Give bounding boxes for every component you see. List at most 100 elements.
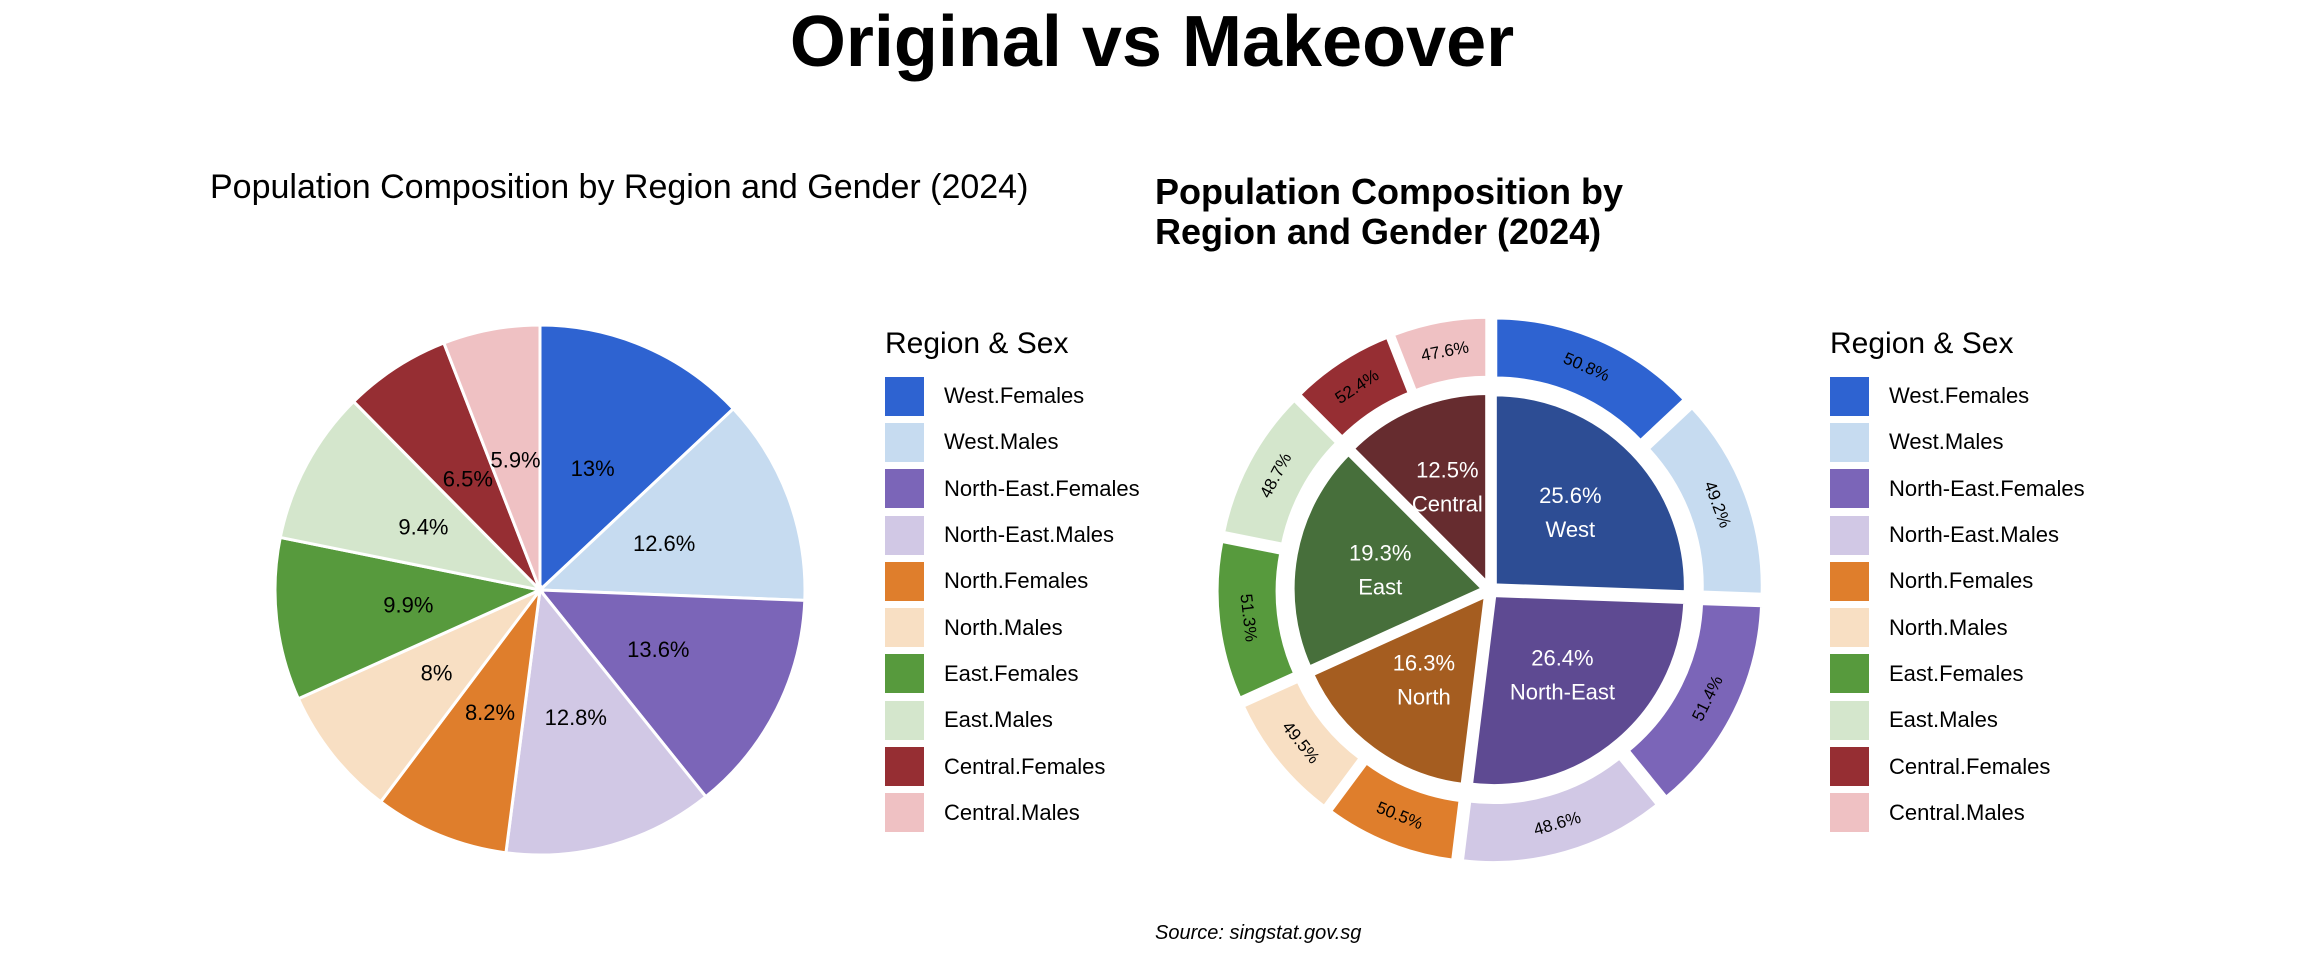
legend-item-west-males: West.Males bbox=[1830, 419, 2130, 465]
legend-swatch bbox=[1830, 515, 1869, 555]
legend-item-central-females: Central.Females bbox=[885, 743, 1185, 789]
outer-slice-west-males bbox=[1643, 402, 1766, 598]
inner-slice-west bbox=[1491, 391, 1689, 596]
legend-item-north-females: North.Females bbox=[885, 558, 1185, 604]
legend-label: North-East.Females bbox=[944, 475, 1140, 501]
legend-item-east-males: East.Males bbox=[1830, 697, 2130, 743]
legend-swatch bbox=[1830, 654, 1869, 694]
pie-slice-west-males bbox=[536, 406, 807, 602]
legend-swatch bbox=[885, 700, 924, 740]
outer-slice-north-east-females bbox=[1623, 599, 1766, 803]
pie-labels: 13% 12.6% 13.6% 12.8% 8.2% 8% 9.9% 9.4% 6.5%5.9% bbox=[383, 447, 695, 730]
makeover-chart-title-line-2: Region and Gender (2024) bbox=[1155, 211, 1602, 252]
legend-swatch bbox=[1830, 469, 1869, 509]
inner-label-percent-north-east: 26.4% bbox=[1531, 645, 1593, 670]
legend-title: Region & Sex bbox=[885, 327, 1069, 360]
legend-swatch bbox=[885, 422, 924, 462]
pie-slice-north-males bbox=[296, 588, 542, 804]
pie-label-east-males: 9.4% bbox=[398, 515, 448, 540]
pie-label-north-males: 8% bbox=[421, 660, 453, 685]
pie-slice-west-females bbox=[538, 323, 736, 594]
original-chart-title: Population Composition by Region and Gen… bbox=[210, 168, 1029, 206]
legend-item-north-males: North.Males bbox=[885, 604, 1185, 650]
legend-item-east-females: East.Females bbox=[885, 651, 1185, 697]
inner-slice-east bbox=[1289, 449, 1489, 672]
legend-label: North-East.Males bbox=[944, 522, 1114, 548]
legend-item-west-females: West.Females bbox=[885, 373, 1185, 419]
legend-label: North.Females bbox=[1889, 568, 2034, 594]
outer-slice-east-males bbox=[1219, 395, 1342, 549]
pie-slice-north-east-females bbox=[536, 588, 807, 799]
outer-slice-east-females bbox=[1213, 537, 1300, 703]
legend-item-north-east-females: North-East.Females bbox=[885, 466, 1185, 512]
inner-slice-central bbox=[1348, 389, 1491, 591]
outer-slice-west-females bbox=[1492, 314, 1690, 446]
source-note: Source: singstat.gov.sg bbox=[1155, 922, 1362, 944]
legend-swatch bbox=[1830, 747, 1869, 787]
pie-label-west-males: 12.6% bbox=[633, 531, 695, 556]
makeover-chart-title-line-1: Population Composition by bbox=[1155, 171, 1623, 212]
outer-slice-north-males bbox=[1238, 676, 1365, 812]
legend-label: Central.Females bbox=[944, 753, 1106, 779]
original-pie-chart: 13% 12.6% 13.6% 12.8% 8.2% 8% 9.9% 9.4% 6.5%5.9% bbox=[273, 323, 807, 857]
inner-label-region-north-east: North-East bbox=[1510, 679, 1615, 704]
pie-slice-east-males bbox=[278, 399, 545, 593]
original-chart-legend: Region & Sex West.Females West.Males North… bbox=[885, 327, 1185, 836]
outer-slice-north-east-males bbox=[1458, 753, 1663, 866]
legend-label: Central.Males bbox=[944, 799, 1080, 825]
makeover-chart-legend: Region & Sex West.Females West.Males North… bbox=[1830, 327, 2130, 836]
legend-item-central-males: Central.Males bbox=[1830, 790, 2130, 836]
inner-label-region-west: West bbox=[1545, 517, 1595, 542]
inner-label-percent-east: 19.3% bbox=[1349, 540, 1411, 565]
legend-item-east-males: East.Males bbox=[885, 697, 1185, 743]
pie-label-north-east-males: 12.8% bbox=[545, 705, 607, 730]
legend-swatch bbox=[885, 469, 924, 509]
legend-swatch bbox=[885, 654, 924, 694]
legend-swatch bbox=[1830, 422, 1869, 462]
legend-swatch bbox=[1830, 700, 1869, 740]
legend-item-west-males: West.Males bbox=[885, 419, 1185, 465]
pie-label-west-females: 13% bbox=[571, 456, 615, 481]
outer-gender-ring bbox=[1213, 313, 1766, 866]
inner-label-percent-west: 25.6% bbox=[1539, 483, 1601, 508]
legend-label: North.Males bbox=[1889, 614, 2008, 640]
inner-slice-north bbox=[1308, 590, 1490, 789]
legend-item-north-east-males: North-East.Males bbox=[1830, 512, 2130, 558]
legend-label: North-East.Females bbox=[1889, 475, 2085, 501]
legend-list: West.Females West.Males North-East.Females… bbox=[1830, 373, 2130, 836]
legend-label: Central.Females bbox=[1889, 753, 2051, 779]
pie-label-east-females: 9.9% bbox=[383, 592, 433, 617]
inner-label-percent-north: 16.3% bbox=[1393, 650, 1455, 675]
legend-item-north-east-males: North-East.Males bbox=[885, 512, 1185, 558]
legend-label: East.Males bbox=[1889, 707, 1998, 733]
pie-label-central-males: 5.9% bbox=[490, 447, 540, 472]
legend-label: East.Males bbox=[944, 707, 1053, 733]
legend-swatch bbox=[885, 515, 924, 555]
legend-swatch bbox=[885, 376, 924, 416]
outer-slice-north-females bbox=[1325, 758, 1464, 864]
legend-item-central-males: Central.Males bbox=[885, 790, 1185, 836]
legend-swatch bbox=[1830, 561, 1869, 601]
inner-label-region-east: East bbox=[1358, 574, 1402, 599]
legend-list: West.Females West.Males North-East.Females… bbox=[885, 373, 1185, 836]
legend-item-north-females: North.Females bbox=[1830, 558, 2130, 604]
legend-label: North.Females bbox=[944, 568, 1089, 594]
inner-label-region-central: Central bbox=[1412, 491, 1483, 516]
legend-label: West.Males bbox=[1889, 429, 2004, 455]
inner-label-percent-central: 12.5% bbox=[1416, 457, 1478, 482]
legend-label: North-East.Males bbox=[1889, 522, 2059, 548]
inner-label-region-north: North bbox=[1397, 684, 1451, 709]
main-title: Original vs Makeover bbox=[789, 2, 1515, 82]
outer-slice-central-males bbox=[1388, 313, 1491, 396]
makeover-chart-title: Population Composition by Region and Gen… bbox=[1155, 172, 1623, 252]
legend-title: Region & Sex bbox=[1830, 327, 2014, 360]
legend-swatch bbox=[1830, 608, 1869, 648]
legend-swatch bbox=[885, 793, 924, 833]
pie-slice-north-females bbox=[378, 584, 543, 855]
legend-item-north-east-females: North-East.Females bbox=[1830, 466, 2130, 512]
legend-swatch bbox=[885, 747, 924, 787]
outer-slice-central-females bbox=[1294, 332, 1414, 442]
legend-swatch bbox=[1830, 376, 1869, 416]
legend-label: West.Females bbox=[944, 383, 1085, 409]
